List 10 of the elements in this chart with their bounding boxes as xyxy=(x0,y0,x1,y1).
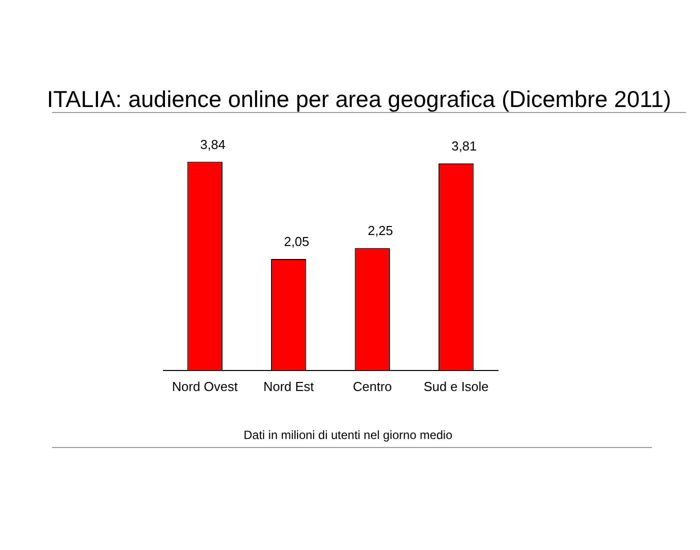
x-tick-label: Nord Est xyxy=(263,378,314,394)
data-label: 3,84 xyxy=(200,136,226,152)
data-label: 3,81 xyxy=(451,138,477,154)
chart-title: ITALIA: audience online per area geografica (Dicembre 2011) xyxy=(46,86,672,113)
x-tick-label: Sud e Isole xyxy=(424,378,489,394)
text: Dati in milioni di utenti nel giorno medio xyxy=(242,428,454,442)
data-label: 2,05 xyxy=(284,234,310,250)
x-tick-label: Nord Ovest xyxy=(172,378,238,394)
data-label: 2,25 xyxy=(368,223,394,238)
x-tick-label: Centro xyxy=(352,378,392,394)
